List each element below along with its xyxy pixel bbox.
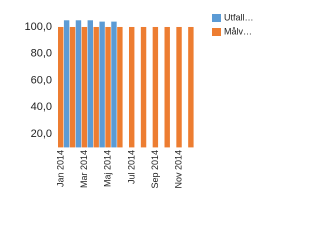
y-tick-label: 60,0 — [31, 74, 52, 86]
y-tick-label: 100,0 — [24, 21, 52, 33]
bar — [63, 20, 70, 148]
y-tick-label: 20,0 — [31, 128, 52, 140]
chart: 20,0 40,0 60,0 80,0 100,0 Jan 2014 Mar 2014 Maj… — [24, 12, 254, 189]
x-tick-label: Sep 2014 — [150, 150, 160, 189]
bar — [129, 26, 135, 148]
bar — [81, 26, 88, 148]
x-tick-label: Mar 2014 — [79, 150, 89, 188]
x-tick-label: Jan 2014 — [55, 150, 65, 187]
legend-swatch — [212, 14, 221, 22]
bar — [87, 20, 93, 148]
bar — [152, 26, 159, 148]
legend-label: Utfall… — [224, 12, 254, 22]
x-tick-label: Maj 2014 — [103, 150, 113, 187]
bar — [93, 26, 99, 148]
bar — [140, 26, 147, 148]
y-tick-label: 40,0 — [31, 101, 52, 113]
bar — [69, 26, 76, 148]
x-tick-label: Nov 2014 — [174, 150, 184, 189]
bar — [164, 26, 170, 148]
bar — [117, 26, 123, 148]
bar — [176, 26, 182, 148]
bar — [58, 26, 64, 148]
bar — [105, 26, 111, 148]
bar — [99, 21, 105, 148]
x-tick-label: Jul 2014 — [126, 150, 136, 184]
bar — [188, 26, 194, 148]
y-tick-label: 80,0 — [31, 48, 52, 60]
bar — [111, 21, 117, 148]
legend-label: Målv… — [224, 26, 252, 36]
legend-swatch — [212, 28, 221, 36]
bar — [75, 20, 82, 148]
